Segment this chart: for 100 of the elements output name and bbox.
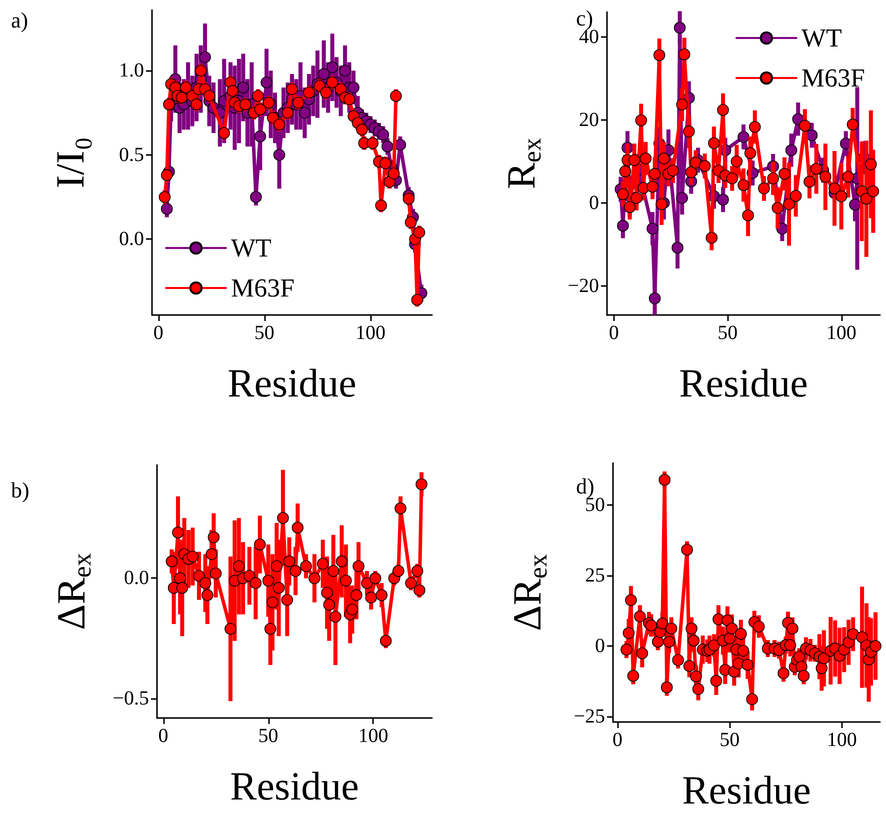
point <box>646 180 658 193</box>
point <box>199 577 212 589</box>
point <box>320 86 332 98</box>
legend-label: M63F <box>231 274 295 302</box>
point <box>250 577 262 589</box>
point <box>835 190 848 202</box>
point <box>676 192 688 204</box>
point <box>413 226 426 238</box>
y-axis-title: ΔRex <box>48 553 96 630</box>
point <box>323 598 336 611</box>
legend-label: WT <box>231 234 272 262</box>
point <box>394 502 406 514</box>
point <box>624 201 636 213</box>
point <box>254 130 266 142</box>
point <box>706 232 718 244</box>
point <box>208 531 220 544</box>
x-tick-label: 0 <box>153 322 164 344</box>
point <box>730 156 743 168</box>
point <box>648 168 661 180</box>
point <box>327 565 340 577</box>
point <box>683 126 695 138</box>
point <box>273 118 286 130</box>
x-tick-label: 0 <box>608 322 619 344</box>
x-axis-title: Residue <box>679 360 808 406</box>
x-tick-label: 100 <box>826 322 856 344</box>
point <box>158 191 171 203</box>
point <box>232 560 245 572</box>
point <box>676 98 688 110</box>
legend-label: WT <box>801 24 842 52</box>
point <box>206 548 218 560</box>
point <box>758 182 770 194</box>
point <box>380 635 392 647</box>
point <box>262 574 274 587</box>
point <box>375 200 387 212</box>
point <box>321 586 333 599</box>
x-axis-title: Residue <box>230 764 359 808</box>
point <box>846 118 859 130</box>
y-axis-title: ΔRex <box>504 554 552 631</box>
y-tick-label: 20 <box>579 108 599 131</box>
point <box>316 558 329 570</box>
point <box>772 202 784 214</box>
point <box>806 129 818 142</box>
point <box>239 98 252 110</box>
point <box>218 127 230 139</box>
point <box>348 82 360 94</box>
point <box>250 191 262 203</box>
point <box>628 154 640 166</box>
point <box>690 156 702 169</box>
point <box>346 604 358 616</box>
point <box>365 592 378 604</box>
point <box>326 76 338 88</box>
point <box>630 192 642 204</box>
point <box>298 106 311 119</box>
point <box>405 577 417 589</box>
point <box>266 596 278 608</box>
point <box>778 168 790 180</box>
point <box>160 202 173 215</box>
point <box>243 570 256 582</box>
y-tick-label: 1.0 <box>119 60 144 82</box>
point <box>849 198 861 210</box>
point <box>281 594 294 606</box>
point <box>277 512 289 524</box>
point <box>318 68 330 80</box>
x-tick-label: 0 <box>158 725 168 747</box>
point <box>166 555 178 568</box>
legend-label: M63F <box>801 64 865 92</box>
point <box>658 152 670 164</box>
x-tick-label: 0 <box>612 729 622 751</box>
point <box>201 589 214 602</box>
point <box>254 538 266 550</box>
point <box>744 147 756 160</box>
point <box>799 120 811 132</box>
point <box>382 140 394 152</box>
y-tick-label: 0.0 <box>124 567 149 590</box>
point <box>390 90 402 102</box>
x-tick-label: 50 <box>258 725 278 747</box>
point <box>717 194 729 206</box>
y-axis-title: Rex <box>498 138 546 190</box>
point <box>667 164 679 176</box>
point <box>172 526 184 538</box>
point <box>264 622 276 635</box>
point <box>283 555 296 568</box>
y-tick-label: −20 <box>568 274 599 297</box>
x-tick-label: 100 <box>358 725 388 747</box>
point <box>804 176 816 188</box>
point <box>290 565 302 577</box>
point <box>174 572 186 584</box>
point <box>672 242 684 254</box>
point <box>865 158 877 170</box>
x-axis-title: Residue <box>682 768 811 812</box>
point <box>828 182 840 194</box>
point <box>336 555 348 568</box>
point <box>203 90 216 102</box>
point <box>748 121 761 133</box>
point <box>742 209 754 222</box>
point <box>738 179 750 191</box>
point <box>790 190 802 202</box>
point <box>411 294 424 306</box>
y-tick-label: 0.0 <box>119 228 144 250</box>
x-tick-label: 50 <box>720 729 740 751</box>
